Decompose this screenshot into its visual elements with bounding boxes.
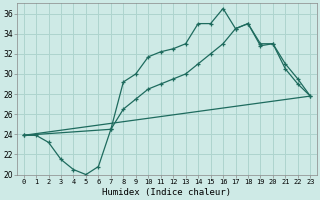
X-axis label: Humidex (Indice chaleur): Humidex (Indice chaleur): [102, 188, 231, 197]
